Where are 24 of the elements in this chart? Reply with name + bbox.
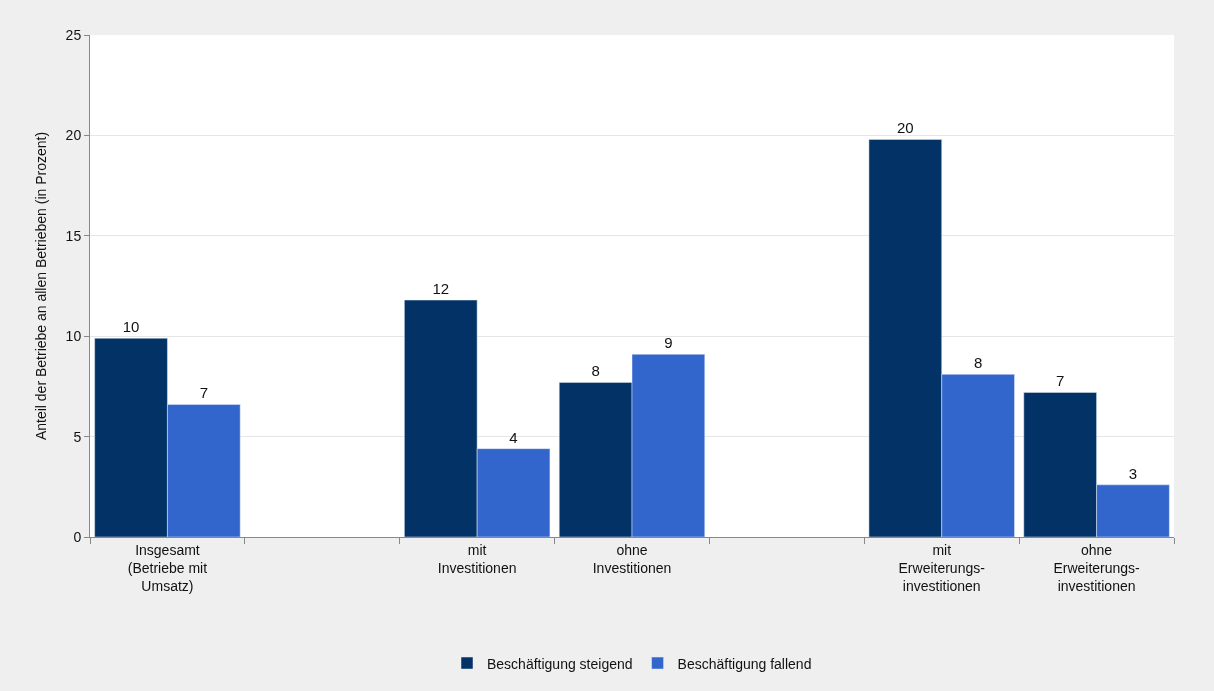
legend-label: Beschäftigung steigend: [487, 655, 633, 672]
data-label: 12: [432, 280, 450, 298]
data-label: 8: [591, 362, 600, 380]
data-label: 10: [122, 318, 140, 336]
y-axis-title: Anteil der Betriebe an allen Betrieben (in Prozent): [33, 131, 50, 441]
y-tick-label: 5: [73, 428, 82, 445]
legend-label: Beschäftigung fallend: [677, 655, 812, 672]
y-tick-label: 10: [65, 328, 82, 345]
x-tick-label: Insgesamt (Betriebe mit Umsatz): [127, 541, 208, 595]
x-tick-label: ohne Erweiterungs- investitionen: [1053, 541, 1141, 595]
data-label: 8: [973, 354, 983, 372]
data-label: 4: [509, 428, 518, 446]
data-label: 3: [1128, 464, 1138, 482]
data-label: 7: [199, 384, 208, 402]
y-tick-label: 25: [65, 26, 82, 43]
x-tick-label: mit Investitionen: [437, 541, 517, 576]
data-label: 20: [896, 119, 914, 137]
y-tick-label: 0: [73, 528, 82, 545]
x-tick-label: mit Erweiterungs- investitionen: [898, 541, 986, 595]
y-tick-label: 15: [65, 227, 82, 244]
data-label: 7: [1056, 372, 1065, 390]
x-tick-label: ohne Investitionen: [592, 541, 672, 576]
data-label: 9: [664, 334, 673, 352]
y-tick-label: 20: [65, 127, 82, 144]
